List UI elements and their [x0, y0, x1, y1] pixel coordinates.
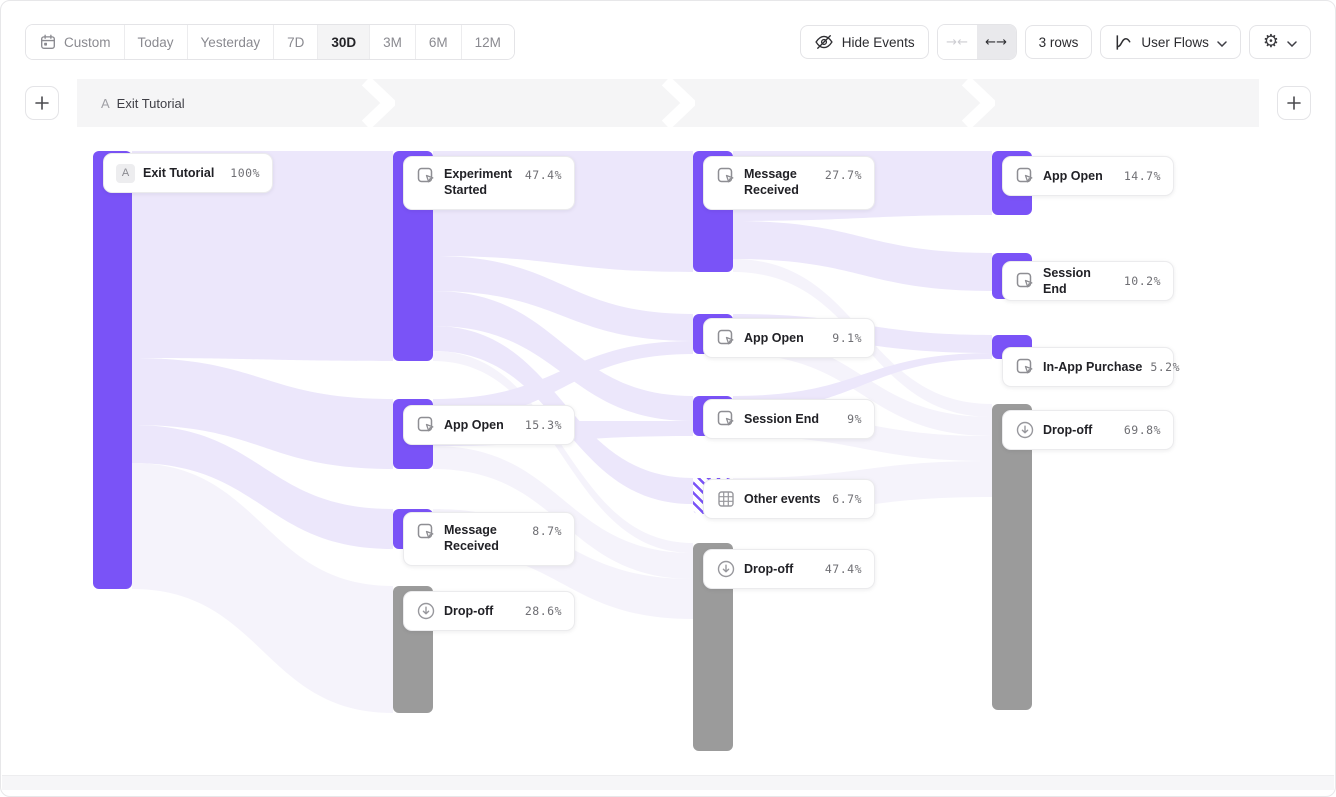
node-card-message-received-2[interactable]: Message Received 8.7% — [403, 512, 575, 566]
expand-columns-button[interactable]: ←→ — [976, 25, 1016, 59]
dropoff-icon — [416, 601, 436, 621]
node-card-app-open-3[interactable]: App Open 9.1% — [703, 318, 875, 358]
hide-events-button[interactable]: Hide Events — [799, 25, 929, 59]
date-range-group: Custom Today Yesterday 7D 30D 3M 6M 12M — [25, 24, 515, 60]
node-card-session-end-4[interactable]: Session End 10.2% — [1002, 261, 1174, 301]
flow-ribbon — [433, 291, 693, 421]
flow-ribbon — [132, 358, 393, 469]
event-icon — [1015, 271, 1035, 291]
date-range-12m[interactable]: 12M — [460, 25, 514, 59]
date-range-6m[interactable]: 6M — [414, 25, 461, 59]
flow-ribbon — [433, 256, 693, 341]
settings-button[interactable]: ⚙ — [1248, 25, 1311, 59]
event-icon — [416, 522, 436, 542]
event-icon — [716, 328, 736, 348]
node-card-in-app-purchase-4[interactable]: In-App Purchase 5.2% — [1002, 347, 1180, 387]
node-card-dropoff-3[interactable]: Drop-off 47.4% — [703, 549, 875, 589]
view-selector-button[interactable]: User Flows — [1100, 25, 1241, 59]
horizontal-scrollbar[interactable] — [2, 775, 1334, 790]
step-band[interactable]: A Exit Tutorial — [77, 79, 1259, 127]
date-range-3m[interactable]: 3M — [369, 25, 415, 59]
step-name: Exit Tutorial — [116, 95, 185, 111]
node-card-app-open-4[interactable]: App Open 14.7% — [1002, 156, 1174, 196]
dropoff-icon — [1015, 420, 1035, 440]
eye-off-icon — [814, 32, 834, 52]
chevron-down-icon — [1217, 35, 1227, 50]
node-card-other-events-3[interactable]: Other events 6.7% — [703, 479, 875, 519]
node-bar-exit-tutorial[interactable] — [93, 151, 132, 589]
date-range-yesterday[interactable]: Yesterday — [186, 25, 274, 59]
node-card-exit-tutorial[interactable]: A Exit Tutorial 100% — [103, 153, 273, 193]
rows-button[interactable]: 3 rows — [1024, 25, 1093, 59]
node-bar-dropoff-4[interactable] — [992, 404, 1032, 710]
gear-icon: ⚙ — [1262, 31, 1279, 52]
date-range-today[interactable]: Today — [123, 25, 187, 59]
chart-icon — [1114, 33, 1133, 52]
chevron-down-icon — [1287, 35, 1297, 50]
step-header-row: A Exit Tutorial — [25, 79, 1311, 127]
flow-ribbon — [132, 463, 393, 713]
flow-ribbon — [132, 425, 393, 549]
step-label: A Exit Tutorial — [101, 96, 185, 111]
collapse-columns-button[interactable]: →← — [937, 25, 977, 59]
event-icon — [1015, 166, 1035, 186]
date-range-30d[interactable]: 30D — [317, 25, 370, 59]
toolbar: Custom Today Yesterday 7D 30D 3M 6M 12M … — [25, 24, 1311, 60]
grid-icon — [716, 489, 736, 509]
node-card-app-open-2[interactable]: App Open 15.3% — [403, 405, 575, 445]
event-icon — [416, 415, 436, 435]
calendar-icon — [39, 33, 57, 51]
flow-ribbon — [733, 221, 992, 291]
date-range-7d[interactable]: 7D — [273, 25, 318, 59]
event-icon — [1015, 357, 1035, 377]
dropoff-icon — [716, 559, 736, 579]
toolbar-right-group: Hide Events →← ←→ 3 rows User Flows ⚙ — [799, 24, 1311, 60]
event-icon — [416, 166, 436, 186]
event-icon — [716, 166, 736, 186]
step-letter: A — [101, 95, 110, 111]
node-card-message-received-3[interactable]: Message Received 27.7% — [703, 156, 875, 210]
spacing-segment-control: →← ←→ — [936, 24, 1017, 60]
step-letter-badge: A — [116, 163, 135, 183]
add-step-right-button[interactable] — [1277, 86, 1311, 120]
event-icon — [716, 409, 736, 429]
plus-icon — [1287, 96, 1301, 110]
node-card-dropoff-4[interactable]: Drop-off 69.8% — [1002, 410, 1174, 450]
node-card-dropoff-2[interactable]: Drop-off 28.6% — [403, 591, 575, 631]
plus-icon — [35, 96, 49, 110]
node-card-experiment-started[interactable]: Experiment Started 47.4% — [403, 156, 575, 210]
step-chevron-icon — [361, 79, 395, 127]
step-chevron-icon — [661, 79, 695, 127]
node-card-session-end-3[interactable]: Session End 9% — [703, 399, 875, 439]
date-range-custom[interactable]: Custom — [26, 25, 124, 59]
add-step-left-button[interactable] — [25, 86, 59, 120]
step-chevron-icon — [961, 79, 995, 127]
